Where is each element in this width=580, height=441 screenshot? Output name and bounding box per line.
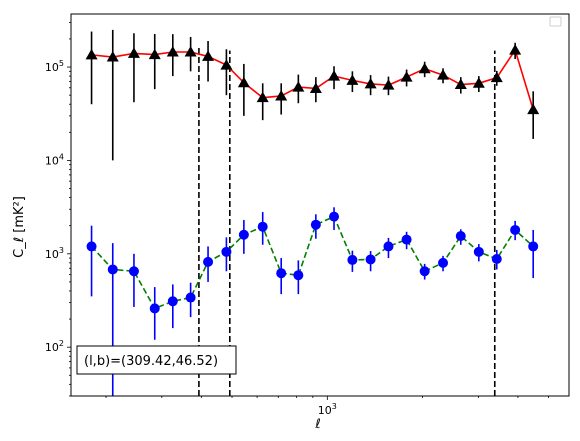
data-point-triangle	[148, 48, 161, 60]
axis-ticks: 102 103 104 105 103	[45, 22, 549, 417]
data-point-circle	[329, 211, 340, 222]
data-point-circle	[491, 253, 502, 264]
x-tick-label: 103	[318, 402, 337, 417]
data-point-circle	[107, 264, 118, 275]
data-point-circle	[257, 221, 268, 232]
data-point-triangle	[220, 59, 233, 70]
data-point-circle	[128, 266, 139, 277]
data-point-circle	[238, 229, 249, 240]
annotation-box: (l,b)=(309.42,46.52)	[76, 345, 237, 375]
data-point-triangle	[292, 81, 305, 92]
y-axis-label: C_ℓ [mK²]	[12, 196, 27, 258]
data-point-circle	[167, 296, 178, 307]
annotation-frame	[76, 345, 237, 375]
data-point-triangle	[85, 48, 98, 60]
data-point-circle	[221, 246, 232, 257]
data-point-triangle	[400, 71, 413, 82]
annotation-text: (l,b)=(309.42,46.52)	[84, 354, 218, 369]
data-point-circle	[276, 268, 287, 279]
data-point-triangle	[454, 78, 467, 90]
data-point-circle	[365, 254, 376, 265]
data-point-circle	[203, 256, 214, 267]
data-point-triangle	[437, 69, 450, 80]
data-point-triangle	[472, 77, 485, 88]
data-point-triangle	[328, 70, 341, 81]
data-point-circle	[438, 257, 449, 268]
data-point-triangle	[184, 45, 197, 57]
data-point-circle	[401, 234, 412, 245]
data-point-circle	[86, 241, 97, 252]
data-point-triangle	[527, 103, 540, 115]
y-tick-label: 103	[45, 246, 64, 261]
series-line	[90, 215, 534, 310]
data-point-triangle	[382, 79, 395, 90]
y-tick-label: 105	[45, 59, 64, 74]
plot-clip-group	[85, 29, 540, 396]
y-tick-label: 104	[45, 152, 64, 167]
data-point-triangle	[309, 82, 322, 93]
data-point-circle	[293, 270, 304, 281]
data-point-circle	[149, 303, 160, 314]
data-point-circle	[473, 246, 484, 257]
data-point-triangle	[490, 71, 503, 83]
data-point-circle	[419, 266, 430, 277]
data-point-circle	[310, 219, 321, 230]
data-point-circle	[510, 224, 521, 235]
plot-area	[85, 29, 540, 396]
data-point-triangle	[275, 89, 288, 101]
data-point-circle	[455, 231, 466, 242]
data-point-triangle	[364, 77, 377, 89]
data-point-triangle	[418, 62, 431, 74]
data-point-circle	[383, 241, 394, 252]
data-point-circle	[528, 241, 539, 252]
data-point-circle	[347, 254, 358, 265]
legend-box	[549, 16, 562, 27]
data-point-triangle	[256, 91, 269, 103]
data-point-triangle	[346, 74, 359, 85]
data-point-triangle	[237, 76, 250, 88]
data-point-triangle	[106, 51, 119, 62]
x-axis-label: ℓ	[314, 417, 320, 432]
data-point-triangle	[127, 47, 140, 58]
data-point-circle	[185, 292, 196, 303]
data-point-triangle	[166, 45, 179, 57]
plot-frame	[70, 13, 570, 397]
y-tick-label: 102	[45, 339, 64, 354]
data-point-triangle	[509, 44, 522, 55]
data-point-triangle	[202, 50, 215, 61]
